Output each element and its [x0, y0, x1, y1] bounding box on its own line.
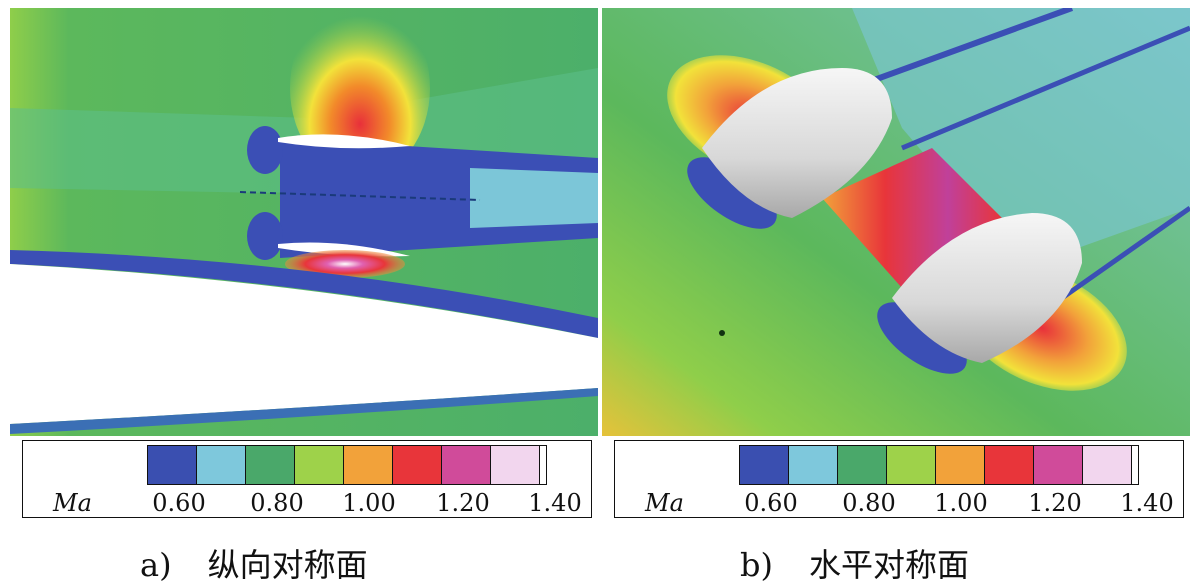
panel-caption-text: 纵向对称面 [207, 546, 368, 584]
supersonic-region-lower-lip [285, 250, 405, 278]
colorbar-tick-label: 0.60 [744, 489, 798, 517]
contour-plot-longitudinal [10, 8, 598, 436]
colorbar-end-cap [1131, 446, 1138, 484]
colorbar-segment [984, 446, 1033, 484]
colorbar-tick-label: 1.40 [1120, 489, 1174, 517]
colorbar-tick-label: 1.20 [1028, 489, 1082, 517]
panel-caption-text: 水平对称面 [808, 546, 969, 584]
panel-letter: a) [140, 546, 172, 584]
colorbar-legend-b: Ma 0.60 0.80 1.00 1.20 1.40 [614, 440, 1184, 518]
colorbar-tick-label: 1.00 [342, 489, 396, 517]
nacelle-upper [702, 68, 892, 218]
panel-caption-b: b) 水平对称面 [740, 540, 969, 586]
nacelle-lower [892, 213, 1082, 363]
colorbar-end-cap [539, 446, 546, 484]
colorbar-segment [343, 446, 392, 484]
colorbar-segment [886, 446, 935, 484]
colorbar-segment [1082, 446, 1131, 484]
upper-wake-stripes [852, 8, 1190, 268]
variable-label: Ma [53, 489, 92, 517]
colorbar-segment [837, 446, 886, 484]
contour-plot-horizontal [602, 8, 1190, 436]
colorbar-segment [490, 446, 539, 484]
colorbar-segment [148, 446, 196, 484]
colorbar-tick-label: 1.40 [528, 489, 582, 517]
colorbar-tick-label: 0.80 [250, 489, 304, 517]
intake-upper-lip [278, 134, 410, 149]
colorbar-legend-a: Ma 0.60 0.80 1.00 1.20 1.40 [22, 440, 592, 518]
colorbar [147, 445, 547, 485]
colorbar-tick-label: 0.80 [842, 489, 896, 517]
colorbar-segment [245, 446, 294, 484]
colorbar-segment [935, 446, 984, 484]
panel-letter: b) [740, 546, 773, 584]
colorbar-segment [1033, 446, 1082, 484]
probe-marker [719, 330, 725, 336]
colorbar [739, 445, 1139, 485]
colorbar-tick-label: 1.20 [436, 489, 490, 517]
wake-line-1 [850, 8, 1074, 91]
low-speed-lip-2 [877, 302, 967, 374]
duct-core-flow [470, 168, 598, 228]
wake-line-3 [1060, 205, 1190, 301]
fuselage-lower-edge [10, 388, 598, 434]
inter-nacelle-supersonic-band [822, 148, 1002, 288]
centerline [239, 191, 481, 201]
colorbar-segment [392, 446, 441, 484]
colorbar-segment [441, 446, 490, 484]
colorbar-segment [196, 446, 245, 484]
intake-lip-low-bottom [247, 212, 283, 260]
variable-label: Ma [645, 489, 684, 517]
low-speed-lip-1 [687, 157, 777, 229]
colorbar-segment [740, 446, 788, 484]
panel-caption-a: a) 纵向对称面 [140, 540, 368, 586]
fuselage-boundary-layer [10, 250, 598, 338]
colorbar-tick-label: 0.60 [152, 489, 206, 517]
fuselage-body [10, 264, 598, 424]
colorbar-segment [788, 446, 837, 484]
intake-lip-low-top [247, 126, 283, 174]
intake-duct-flow [280, 138, 598, 258]
colorbar-segment [294, 446, 343, 484]
wake-line-2 [901, 25, 1190, 151]
colorbar-tick-label: 1.00 [934, 489, 988, 517]
